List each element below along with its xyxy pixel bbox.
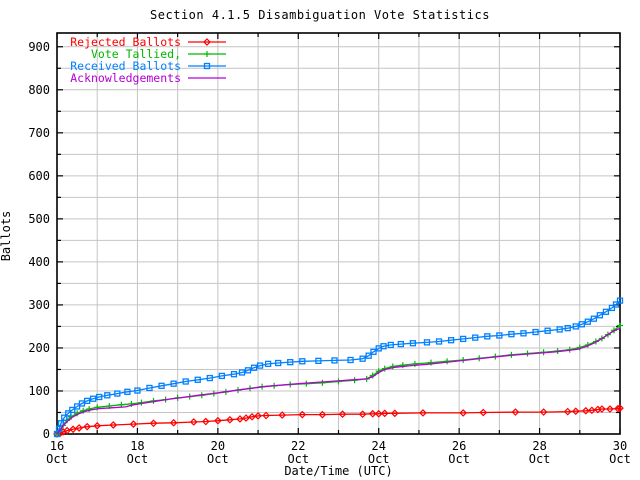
legend-label-rejected: Rejected Ballots	[70, 35, 181, 49]
y-tick-label: 100	[28, 384, 50, 398]
grid-lines	[57, 33, 620, 434]
legend-label-tallied: Vote Tallied,	[91, 47, 181, 61]
y-axis-title: Ballots	[0, 210, 13, 262]
y-tick-label: 0	[43, 427, 50, 441]
x-tick-label-day: 18	[130, 439, 144, 453]
series-line-received	[56, 300, 621, 435]
y-tick-label: 700	[28, 126, 50, 140]
series-received	[53, 297, 624, 438]
x-tick-label-day: 24	[371, 439, 385, 453]
x-tick-label-day: 22	[291, 439, 305, 453]
x-tick-label-day: 26	[452, 439, 466, 453]
series-line-acknowledgements	[56, 327, 621, 435]
axis-ticks	[56, 33, 621, 434]
x-tick-label-day: 16	[50, 439, 64, 453]
y-tick-label: 300	[28, 298, 50, 312]
series-acknowledgements	[56, 327, 621, 435]
x-tick-label-month: Oct	[609, 452, 631, 466]
x-tick-label-day: 28	[532, 439, 546, 453]
x-tick-label-month: Oct	[46, 452, 68, 466]
y-tick-label: 500	[28, 212, 50, 226]
y-tick-label: 400	[28, 255, 50, 269]
x-tick-label-day: 20	[211, 439, 225, 453]
x-tick-label-month: Oct	[287, 452, 309, 466]
x-tick-label-month: Oct	[448, 452, 470, 466]
y-tick-label: 600	[28, 169, 50, 183]
x-tick-label-month: Oct	[207, 452, 229, 466]
y-tick-label: 800	[28, 83, 50, 97]
x-tick-label-day: 30	[613, 439, 627, 453]
y-tick-label: 200	[28, 341, 50, 355]
y-tick-labels: 0 100 200 300 400 500 600 700 800 900	[28, 40, 50, 441]
y-tick-label: 900	[28, 40, 50, 54]
legend-label-acknowledgements: Acknowledgements	[70, 71, 181, 85]
series-rejected	[53, 404, 624, 438]
chart-title: Section 4.1.5 Disambiguation Vote Statis…	[150, 8, 490, 22]
x-axis-title: Date/Time (UTC)	[284, 464, 393, 478]
x-tick-label-month: Oct	[127, 452, 149, 466]
x-tick-label-month: Oct	[368, 452, 390, 466]
x-tick-label-month: Oct	[529, 452, 551, 466]
legend-label-received: Received Ballots	[70, 59, 181, 73]
